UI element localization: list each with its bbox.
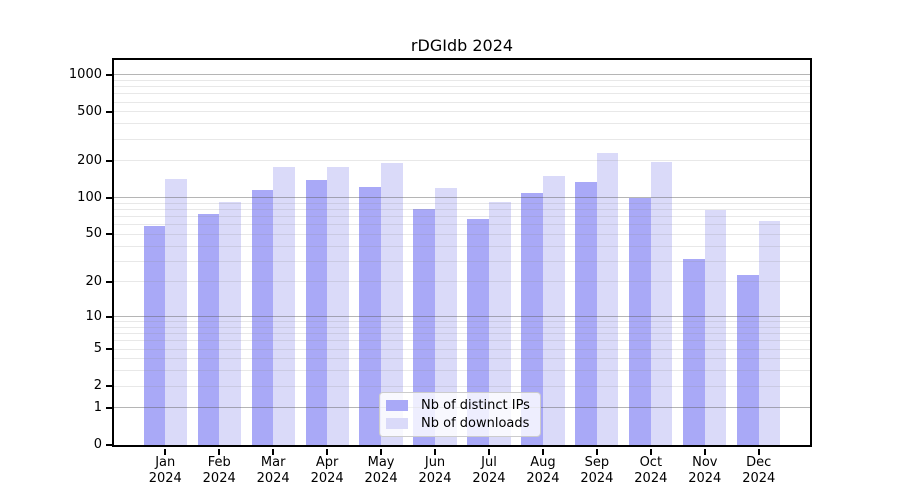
y-tick-label-20: 20 xyxy=(85,273,102,289)
x-tick-mark-sep xyxy=(595,449,598,455)
x-tick-mark-oct xyxy=(649,449,652,455)
y-tick-label-2: 2 xyxy=(93,378,102,394)
x-tick-label-apr: Apr 2024 xyxy=(310,455,344,486)
bar-distinct-ips-jan xyxy=(143,225,166,445)
chart-title: rDGIdb 2024 xyxy=(410,36,514,55)
y-tick-label-500: 500 xyxy=(77,103,102,119)
x-tick-label-mar: Mar 2024 xyxy=(256,455,290,486)
bar-downloads-nov xyxy=(704,209,727,445)
y-tick-mark-200 xyxy=(106,159,112,162)
x-tick-mark-may xyxy=(380,449,383,455)
bar-downloads-sep xyxy=(596,153,619,445)
bar-downloads-feb xyxy=(219,201,241,445)
y-tick-mark-500 xyxy=(106,110,112,113)
bars-layer xyxy=(114,60,810,445)
y-axis: 0 1 2 5 10 20 50 100 200 500 1000 xyxy=(69,60,810,452)
x-tick-mark-feb xyxy=(218,449,221,455)
x-tick-label-aug: Aug 2024 xyxy=(526,455,560,486)
y-tick-label-200: 200 xyxy=(77,152,102,168)
bar-downloads-apr xyxy=(327,166,349,445)
y-tick-label-5: 5 xyxy=(93,341,102,356)
y-tick-mark-1000 xyxy=(106,73,112,76)
bar-downloads-may xyxy=(381,163,403,445)
y-tick-mark-0 xyxy=(106,444,112,446)
x-tick-label-may: May 2024 xyxy=(364,455,398,486)
legend-item-distinct-ips: Nb of distinct IPs xyxy=(386,398,530,413)
x-tick-label-dec: Dec 2024 xyxy=(742,455,776,486)
bar-distinct-ips-sep xyxy=(575,181,597,445)
legend: Nb of distinct IPs Nb of downloads xyxy=(379,392,541,437)
x-tick-mark-mar xyxy=(272,449,275,455)
x-tick-label-feb: Feb 2024 xyxy=(202,455,236,486)
y-tick-label-0: 0 xyxy=(93,437,102,452)
x-tick-label-oct: Oct 2024 xyxy=(634,455,668,486)
legend-label-distinct-ips: Nb of distinct IPs xyxy=(421,398,530,413)
bar-downloads-jan xyxy=(165,179,187,445)
bar-distinct-ips-nov xyxy=(683,259,705,445)
x-tick-mark-jun xyxy=(434,449,437,455)
bar-distinct-ips-apr xyxy=(305,179,328,445)
bar-downloads-dec xyxy=(758,221,781,445)
x-tick-mark-aug xyxy=(541,449,544,455)
y-tick-mark-20 xyxy=(106,280,112,283)
y-tick-mark-5 xyxy=(106,348,112,350)
legend-item-downloads: Nb of downloads xyxy=(386,416,530,431)
bar-distinct-ips-mar xyxy=(251,189,274,445)
y-tick-label-1000: 1000 xyxy=(68,66,102,82)
y-tick-label-10: 10 xyxy=(85,308,102,324)
y-tick-label-50: 50 xyxy=(85,226,102,242)
y-tick-label-100: 100 xyxy=(77,189,102,205)
bar-distinct-ips-aug xyxy=(521,192,543,445)
y-tick-mark-2 xyxy=(106,385,112,388)
legend-swatch-downloads-icon xyxy=(386,418,408,429)
y-tick-mark-100 xyxy=(106,196,112,199)
x-tick-label-jan: Jan 2024 xyxy=(148,455,182,486)
x-tick-mark-apr xyxy=(326,449,329,455)
bar-downloads-mar xyxy=(273,167,295,445)
legend-label-downloads: Nb of downloads xyxy=(421,416,530,431)
bar-downloads-aug xyxy=(542,176,565,445)
legend-swatch-distinct-ips-icon xyxy=(386,400,408,411)
x-axis: Jan 2024 Feb 2024 Mar 2024 Apr 2024 May 2024 Jun 20… xyxy=(114,60,810,486)
bar-distinct-ips-oct xyxy=(629,197,651,445)
x-tick-label-sep: Sep 2024 xyxy=(580,455,614,486)
bar-distinct-ips-jul xyxy=(467,218,489,445)
bar-downloads-jun xyxy=(435,187,457,445)
y-tick-label-1: 1 xyxy=(93,399,102,415)
bar-distinct-ips-feb xyxy=(197,213,220,445)
bar-distinct-ips-may xyxy=(359,187,382,445)
y-tick-mark-10 xyxy=(106,315,112,318)
bar-downloads-oct xyxy=(650,161,673,445)
y-tick-mark-1 xyxy=(106,406,112,409)
y-tick-mark-50 xyxy=(106,233,112,236)
x-tick-mark-dec xyxy=(757,449,760,455)
x-tick-label-jun: Jun 2024 xyxy=(418,455,452,486)
x-tick-mark-nov xyxy=(703,449,706,455)
x-tick-mark-jul xyxy=(487,449,490,455)
plot-area: 0 1 2 5 10 20 50 100 200 500 1000 Jan 2024 Feb 2024 Ma… xyxy=(69,58,812,486)
x-tick-label-nov: Nov 2024 xyxy=(688,455,722,486)
bar-distinct-ips-dec xyxy=(737,274,759,445)
bar-distinct-ips-jun xyxy=(413,208,436,445)
x-tick-mark-jan xyxy=(164,449,167,455)
bar-downloads-jul xyxy=(488,202,511,445)
x-tick-label-jul: Jul 2024 xyxy=(472,455,506,486)
